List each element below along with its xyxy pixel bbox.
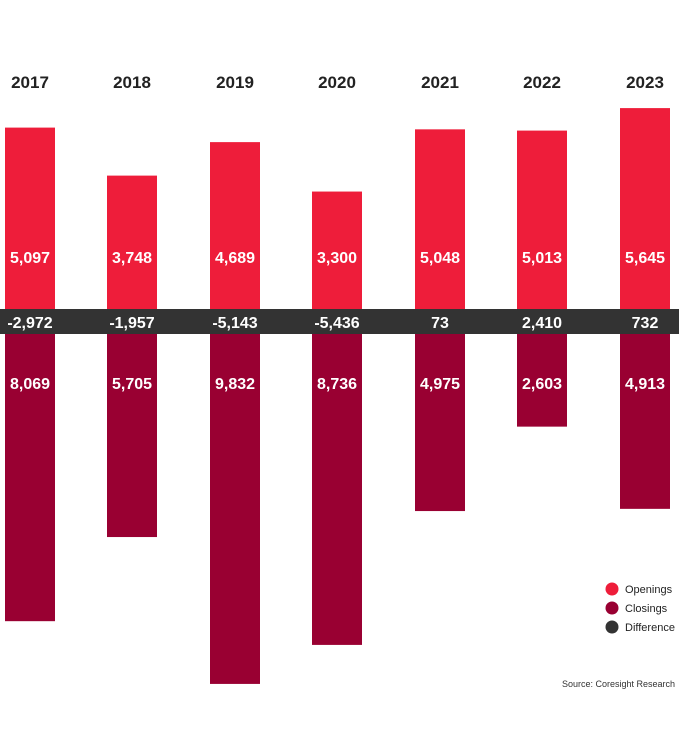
- closings-bar-2021: [415, 334, 465, 512]
- openings-bar-2020: [312, 191, 362, 309]
- closings-bar-2023: [620, 334, 670, 509]
- openings-label-2021: 5,048: [420, 250, 460, 267]
- openings-bar-2021: [415, 129, 465, 309]
- legend-swatch-closings: [605, 601, 619, 615]
- openings-bar-2022: [517, 130, 567, 309]
- source-note: Source: Coresight Research: [562, 679, 675, 689]
- openings-label-2020: 3,300: [317, 250, 357, 267]
- closings-bar-2020: [312, 334, 362, 645]
- difference-label-2017: -2,972: [7, 315, 52, 332]
- labels-group: 2017 5,097 -2,972 8,069 2018 3,748 -1,957 5,705…: [7, 73, 665, 393]
- year-label-2019: 2019: [216, 73, 254, 92]
- closings-bar-2019: [210, 334, 260, 684]
- closings-label-2017: 8,069: [10, 376, 50, 393]
- openings-label-2017: 5,097: [10, 250, 50, 267]
- closings-label-2023: 4,913: [625, 376, 665, 393]
- legend-swatch-openings: [605, 582, 619, 596]
- closings-label-2022: 2,603: [522, 376, 562, 393]
- legend-swatch-difference: [605, 620, 619, 634]
- year-label-2023: 2023: [626, 73, 664, 92]
- openings-label-2022: 5,013: [522, 250, 562, 267]
- difference-label-2023: 732: [632, 315, 659, 332]
- year-label-2021: 2021: [421, 73, 459, 92]
- closings-bar-2018: [107, 334, 157, 538]
- openings-label-2019: 4,689: [215, 250, 255, 267]
- closings-label-2021: 4,975: [420, 376, 460, 393]
- closings-bar-2017: [5, 334, 55, 622]
- difference-label-2022: 2,410: [522, 315, 562, 332]
- difference-label-2020: -5,436: [314, 315, 359, 332]
- legend: Openings Closings Difference: [605, 582, 675, 634]
- difference-label-2018: -1,957: [109, 315, 154, 332]
- year-label-2018: 2018: [113, 73, 151, 92]
- legend-label-difference: Difference: [625, 622, 675, 634]
- difference-band: [0, 309, 679, 334]
- difference-label-2021: 73: [431, 315, 449, 332]
- openings-bar-2023: [620, 108, 670, 309]
- bars-group: [5, 108, 670, 684]
- legend-label-closings: Closings: [625, 603, 668, 615]
- year-label-2017: 2017: [11, 73, 49, 92]
- openings-bar-2018: [107, 175, 157, 309]
- closings-bar-2022: [517, 334, 567, 427]
- closings-label-2019: 9,832: [215, 376, 255, 393]
- difference-label-2019: -5,143: [212, 315, 257, 332]
- legend-label-openings: Openings: [625, 584, 673, 596]
- closings-label-2020: 8,736: [317, 376, 357, 393]
- openings-bar-2019: [210, 142, 260, 309]
- openings-bar-2017: [5, 127, 55, 309]
- openings-label-2018: 3,748: [112, 250, 152, 267]
- difference-band-bar: [0, 309, 679, 334]
- openings-label-2023: 5,645: [625, 250, 665, 267]
- year-label-2020: 2020: [318, 73, 356, 92]
- closings-label-2018: 5,705: [112, 376, 152, 393]
- year-label-2022: 2022: [523, 73, 561, 92]
